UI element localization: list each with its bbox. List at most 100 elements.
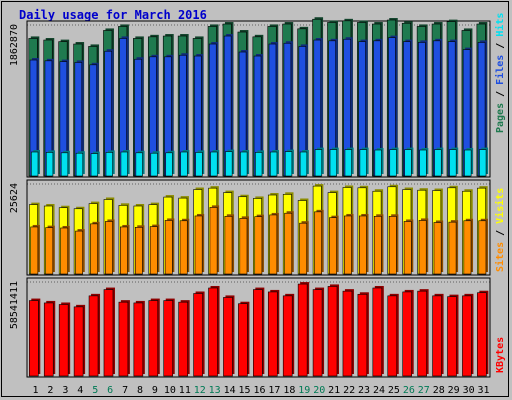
x-tick-label-day-14: 14 — [224, 385, 236, 396]
legend-item-files: Files — [494, 55, 506, 85]
bar-pages-day-7 — [120, 151, 128, 177]
bar-kbytes-day-21 — [327, 286, 338, 377]
bar-sites-day-18 — [284, 212, 293, 275]
x-tick-label-day-4: 4 — [77, 385, 83, 396]
bar-pages-day-18 — [284, 151, 293, 177]
bar-pages-day-14 — [225, 151, 233, 177]
x-tick-label-day-6: 6 — [107, 385, 113, 396]
bar-pages-day-19 — [299, 151, 308, 177]
legend-item-visits: Visits — [494, 188, 506, 224]
x-tick-label-day-31: 31 — [478, 385, 490, 396]
bar-kbytes-day-9 — [148, 300, 159, 377]
bar-pages-day-1 — [30, 151, 39, 177]
x-tick-label-day-27: 27 — [418, 385, 430, 396]
bar-pages-day-2 — [45, 152, 54, 177]
legend-kbytes: KBytes — [495, 337, 506, 373]
bar-pages-day-11 — [180, 151, 188, 177]
y-max-label-visits: 25624 — [9, 183, 20, 213]
bar-pages-day-30 — [464, 149, 472, 177]
bar-kbytes-day-23 — [357, 293, 368, 377]
bar-kbytes-day-19 — [297, 283, 308, 377]
bar-kbytes-day-15 — [238, 303, 248, 377]
bar-sites-day-16 — [254, 216, 263, 275]
bar-kbytes-day-13 — [208, 287, 218, 377]
x-tick-label-day-16: 16 — [253, 385, 265, 396]
bar-pages-day-21 — [329, 149, 338, 177]
x-tick-label-day-13: 13 — [209, 385, 221, 396]
bar-pages-day-17 — [269, 151, 278, 177]
legend-separator: / — [495, 224, 506, 242]
bar-kbytes-day-2 — [43, 302, 54, 377]
bar-pages-day-25 — [389, 149, 397, 177]
bar-sites-day-12 — [194, 215, 203, 275]
chart-title: Daily usage for March 2016 — [19, 8, 207, 22]
bar-kbytes-day-6 — [103, 289, 114, 377]
bar-sites-day-21 — [329, 217, 337, 275]
bar-sites-day-4 — [75, 230, 84, 275]
legend-separator: / — [495, 37, 506, 55]
bar-sites-day-13 — [209, 207, 218, 275]
legend-item-sites: Sites — [494, 242, 506, 272]
bar-kbytes-day-8 — [133, 302, 144, 377]
x-tick-label-day-18: 18 — [283, 385, 295, 396]
legend-hits: Pages / Files / Hits — [494, 13, 506, 133]
bar-sites-day-31 — [478, 220, 487, 275]
bar-sites-day-23 — [358, 215, 367, 275]
bar-pages-day-9 — [150, 152, 158, 177]
x-tick-label-day-25: 25 — [388, 385, 400, 396]
bar-pages-day-29 — [449, 149, 457, 177]
bar-pages-day-13 — [210, 151, 218, 177]
bar-kbytes-day-26 — [402, 291, 412, 377]
x-tick-label-day-12: 12 — [194, 385, 206, 396]
x-tick-label-day-28: 28 — [433, 385, 445, 396]
bar-kbytes-day-3 — [58, 304, 69, 377]
bar-pages-day-15 — [240, 151, 248, 177]
bar-sites-day-14 — [224, 216, 233, 275]
bar-kbytes-day-7 — [118, 301, 129, 377]
bar-pages-day-10 — [165, 152, 173, 177]
x-tick-label-day-9: 9 — [152, 385, 158, 396]
bar-kbytes-day-27 — [417, 290, 427, 377]
bar-kbytes-day-11 — [178, 301, 188, 377]
bar-sites-day-1 — [30, 226, 39, 275]
x-tick-label-day-21: 21 — [328, 385, 340, 396]
y-max-label-hits: 1862870 — [9, 24, 20, 66]
bar-kbytes-day-25 — [387, 295, 398, 377]
bar-sites-day-24 — [373, 216, 382, 275]
x-tick-label-day-10: 10 — [164, 385, 176, 396]
x-tick-label-day-17: 17 — [268, 385, 280, 396]
bar-kbytes-day-10 — [163, 300, 174, 377]
bar-kbytes-day-20 — [312, 289, 323, 377]
bar-kbytes-day-28 — [432, 295, 442, 377]
bar-kbytes-day-5 — [88, 295, 99, 377]
bar-sites-day-2 — [45, 227, 54, 275]
x-tick-label-day-3: 3 — [62, 385, 68, 396]
bar-sites-day-3 — [60, 227, 69, 275]
bar-sites-day-6 — [105, 221, 113, 275]
x-tick-label-day-24: 24 — [373, 385, 385, 396]
bar-kbytes-day-17 — [267, 291, 278, 377]
bar-kbytes-day-24 — [372, 287, 383, 377]
bar-pages-day-27 — [419, 149, 427, 177]
bar-sites-day-20 — [314, 211, 322, 275]
bar-kbytes-day-30 — [462, 295, 472, 377]
bar-kbytes-day-4 — [73, 306, 84, 377]
y-max-label-kbytes: 58541411 — [9, 281, 20, 329]
bar-kbytes-day-12 — [193, 293, 203, 377]
bar-sites-day-22 — [344, 215, 352, 275]
bar-pages-day-22 — [344, 149, 352, 177]
x-tick-label-day-19: 19 — [298, 385, 310, 396]
bar-sites-day-30 — [463, 220, 472, 275]
bar-pages-day-31 — [479, 149, 487, 177]
bar-kbytes-day-14 — [223, 297, 233, 377]
bar-sites-day-11 — [179, 220, 188, 275]
bar-pages-day-24 — [374, 149, 382, 177]
bar-pages-day-28 — [434, 149, 442, 177]
bar-sites-day-15 — [239, 218, 248, 275]
legend-item-pages: Pages — [495, 103, 506, 133]
x-tick-label-day-2: 2 — [47, 385, 53, 396]
bar-pages-day-12 — [195, 152, 203, 177]
bar-kbytes-day-29 — [447, 296, 457, 377]
bar-sites-day-27 — [418, 220, 427, 275]
